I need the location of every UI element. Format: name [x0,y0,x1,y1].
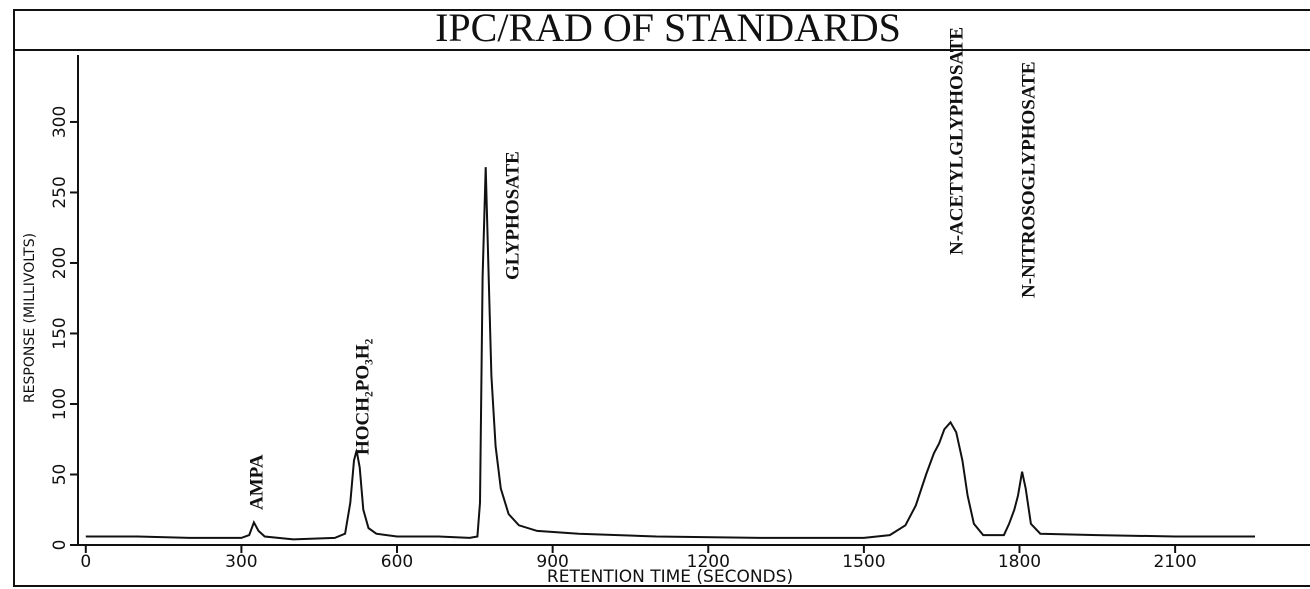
y-tick-label: 150 [50,317,70,349]
x-axis-label: RETENTION TIME (SECONDS) [547,567,793,587]
chart-title: IPC/RAD OF STANDARDS [435,5,901,50]
x-tick-label: 2100 [1153,552,1196,572]
y-tick-label: 300 [50,106,70,138]
y-axis-label: RESPONSE (MILLIVOLTS) [22,233,38,403]
y-tick-label: 0 [50,540,70,551]
x-tick-label: 900 [536,552,568,572]
x-tick-label: 600 [381,552,413,572]
peak-label: AMPA [246,454,267,510]
peak-label: HOCH₂PO₃H₂ [352,338,373,455]
x-tick-label: 1500 [842,552,885,572]
y-tick-label: 50 [50,464,70,486]
trace [85,167,1255,541]
y-tick-label: 100 [50,388,70,420]
x-tick-label: 0 [80,552,91,572]
x-tick-label: 1200 [687,552,730,572]
y-tick-label: 250 [50,176,70,208]
x-tick-label: 300 [225,552,257,572]
peak-label: N-ACETYLGLYPHOSATE [946,27,967,255]
y-tick-label: 200 [50,247,70,279]
peak-label: GLYPHOSATE [502,151,523,280]
peak-label: N-NITROSOGLYPHOSATE [1018,62,1039,299]
x-tick-label: 1800 [998,552,1041,572]
frame [13,9,1310,587]
